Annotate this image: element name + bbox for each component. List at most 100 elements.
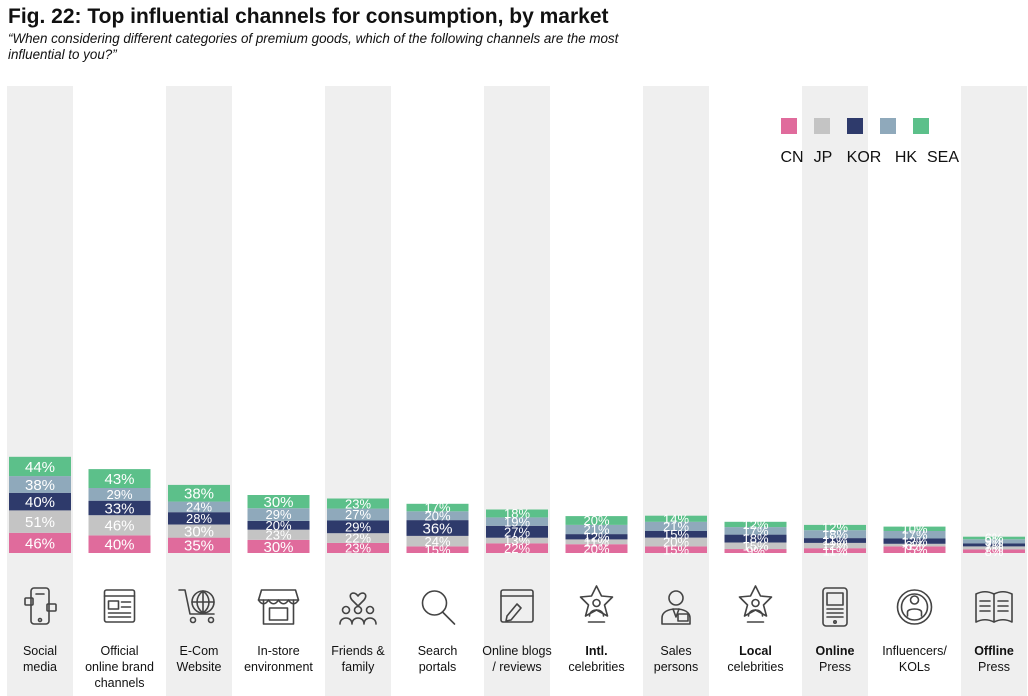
data-label: 46% (25, 535, 55, 552)
bar-segment-jp (724, 542, 787, 550)
data-label: 35% (184, 538, 214, 555)
column-band (484, 86, 550, 696)
bar-segment-sea (645, 515, 707, 522)
bar-segment-hk (724, 527, 787, 535)
bar-segment-cn (327, 542, 389, 553)
bar-segment-kor (88, 500, 151, 516)
data-label: 22% (504, 541, 530, 556)
data-label: 12% (742, 517, 768, 532)
data-label: 27% (345, 507, 371, 522)
category-labels: Social media Official online brand channels E… (23, 644, 1014, 690)
data-label: 51% (25, 514, 55, 531)
bar-segment-kor (406, 520, 469, 536)
chart-title: Fig. 22: Top influential channels for co… (8, 5, 609, 28)
legend-label: KOR (847, 149, 882, 166)
tick-label: Intl. (585, 644, 607, 658)
data-label: 30% (263, 539, 293, 556)
data-label: 15% (663, 527, 689, 542)
data-label: 20% (424, 508, 450, 523)
magnifier-icon (421, 590, 456, 625)
bar-segment-sea (565, 516, 628, 525)
tick-label: Influencers/ (882, 644, 947, 658)
bar-segment-kor (486, 525, 548, 538)
data-label: 11% (822, 543, 847, 558)
legend-label: SEA (927, 149, 959, 166)
data-label: 33% (104, 500, 134, 517)
bar-segment-cn (88, 535, 151, 553)
bar-segment-kor (645, 531, 707, 538)
bar-segment-cn (645, 546, 707, 553)
bar-segment-hk (327, 508, 389, 521)
data-label: 20% (583, 513, 609, 528)
data-label: 17% (742, 524, 768, 539)
data-label: 20% (663, 535, 689, 550)
data-label: 20% (265, 518, 291, 533)
bar-segment-jp (486, 537, 548, 544)
bar-segment-kor (565, 534, 628, 540)
tick-label: celebrities (727, 660, 783, 674)
bar-segment-kor (247, 520, 310, 530)
data-label: 17% (424, 500, 450, 515)
bar-segment-kor (724, 534, 787, 543)
data-label: 7% (985, 538, 1004, 553)
legend-label: HK (895, 149, 918, 166)
legend-swatch-kor (847, 118, 863, 134)
legend-swatch-sea (913, 118, 929, 134)
bar-segment-jp (168, 524, 230, 538)
column-band (802, 86, 868, 696)
bar-segment-kor (168, 512, 230, 525)
influencer-icon (896, 589, 933, 625)
bar-segment-hk (168, 501, 230, 513)
tick-label: Official (101, 644, 139, 658)
data-label: 21% (583, 522, 609, 537)
data-label: 29% (345, 520, 371, 535)
tick-label: KOLs (899, 660, 930, 674)
column-band (7, 86, 73, 696)
bar-segment-hk (406, 511, 469, 521)
data-label: 28% (186, 511, 212, 526)
data-label: 6% (985, 531, 1004, 546)
data-label: 23% (345, 496, 371, 511)
data-label: 24% (424, 534, 450, 549)
data-label: 40% (104, 537, 134, 554)
data-label: 18% (742, 531, 768, 546)
bar-segment-cn (724, 549, 787, 553)
tick-label: Press (819, 660, 851, 674)
data-label: 6% (905, 538, 924, 553)
bar-segment-sea (724, 521, 787, 528)
data-label: 15% (742, 538, 768, 553)
data-label: 9% (746, 544, 765, 559)
tick-label: Sales (660, 644, 691, 658)
data-label: 18% (822, 527, 848, 542)
tick-label: online brand (85, 660, 154, 674)
column-band (643, 86, 709, 696)
data-label: 30% (184, 523, 214, 540)
data-label: 46% (104, 518, 134, 535)
data-label: 17% (901, 528, 927, 543)
data-label: 11% (584, 535, 609, 550)
data-label: 23% (265, 528, 291, 543)
tick-label: Online blogs (482, 644, 552, 658)
data-label: 30% (263, 494, 293, 511)
star-person-icon (738, 585, 773, 623)
bar-segment-hk (645, 521, 707, 531)
bar-segment-hk (247, 508, 310, 521)
tick-label: E-Com (180, 644, 219, 658)
bar-segment-sea (327, 498, 389, 509)
tablet-news-icon (822, 587, 848, 627)
bar-segment-hk (804, 530, 866, 539)
storefront-icon (257, 589, 300, 625)
tick-label: portals (419, 660, 457, 674)
data-label: 12% (822, 520, 848, 535)
tick-label: channels (94, 676, 144, 690)
bar-segment-jp (645, 537, 707, 547)
tick-label: celebrities (568, 660, 624, 674)
bar-segment-hk (883, 531, 946, 539)
data-label: 18% (504, 506, 530, 521)
bar-segment-sea (88, 469, 151, 488)
tick-label: persons (654, 660, 698, 674)
bar-segment-cn (963, 549, 1025, 553)
data-label: 14% (663, 511, 689, 526)
data-label: 11% (822, 533, 847, 548)
data-label: 36% (422, 520, 452, 537)
